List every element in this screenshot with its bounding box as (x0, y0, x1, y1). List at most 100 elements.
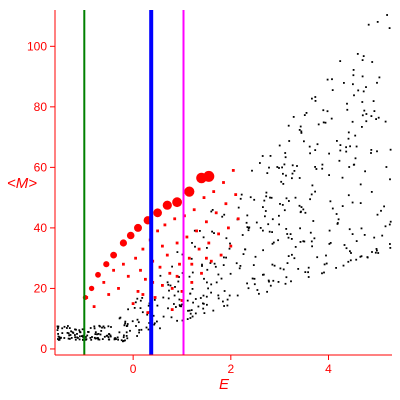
data-point (180, 299, 184, 302)
background-point (94, 333, 97, 335)
background-point (286, 233, 289, 235)
background-point (66, 327, 68, 329)
background-point (253, 277, 256, 280)
data-point (178, 262, 181, 266)
axes (54, 10, 392, 356)
background-point (339, 60, 342, 62)
background-point (201, 265, 203, 267)
background-point (305, 112, 308, 114)
background-point (262, 206, 264, 208)
background-point (298, 129, 301, 131)
data-point (103, 261, 110, 268)
background-point (223, 290, 226, 292)
background-point (93, 327, 96, 330)
background-point (329, 200, 332, 203)
data-point (227, 226, 230, 230)
background-point (362, 90, 365, 93)
background-point (205, 295, 208, 298)
background-point (370, 191, 373, 193)
background-point (287, 236, 290, 239)
background-point (291, 164, 294, 167)
background-point (186, 299, 189, 302)
background-point (74, 334, 76, 336)
background-point (289, 233, 292, 235)
background-point (268, 166, 270, 169)
background-point (372, 100, 375, 102)
background-point (343, 82, 345, 84)
background-point (284, 156, 287, 159)
background-point (330, 117, 333, 120)
background-point (349, 250, 351, 253)
background-point (206, 281, 208, 284)
background-point (262, 273, 265, 276)
data-point (165, 253, 169, 257)
data-point (202, 196, 206, 199)
background-point (351, 201, 354, 204)
background-point (125, 331, 128, 334)
background-point (109, 334, 112, 337)
background-point (178, 276, 180, 278)
background-point (192, 301, 194, 304)
background-point (361, 75, 364, 78)
background-point (98, 338, 101, 341)
background-point (359, 255, 362, 258)
background-point (294, 246, 297, 248)
background-point (321, 272, 323, 275)
background-point (244, 248, 247, 251)
background-point (269, 155, 272, 157)
data-point (85, 296, 89, 299)
background-point (373, 236, 376, 239)
background-point (206, 247, 208, 249)
data-point (197, 247, 201, 251)
background-point (360, 255, 363, 258)
background-point (162, 296, 165, 299)
background-point (351, 233, 354, 235)
data-point (117, 287, 120, 290)
background-point (81, 328, 84, 331)
background-point (285, 174, 287, 177)
background-point (191, 271, 194, 274)
background-point (381, 234, 384, 237)
background-point (264, 215, 266, 218)
background-point (191, 242, 193, 244)
data-point (134, 223, 142, 232)
background-point (341, 176, 344, 179)
data-point (173, 217, 177, 221)
background-point (124, 339, 126, 342)
background-point (56, 329, 59, 331)
background-point (110, 326, 112, 328)
background-point (384, 120, 387, 123)
background-point (176, 251, 179, 253)
background-point (347, 194, 350, 197)
background-point (376, 81, 378, 84)
data-point (110, 251, 117, 259)
background-point (365, 120, 368, 123)
data-point (190, 262, 194, 266)
x-axis-title: E (219, 376, 230, 393)
data-point (212, 190, 216, 193)
background-point (266, 290, 268, 293)
background-point (177, 280, 180, 283)
background-point (314, 190, 316, 193)
background-point (108, 338, 111, 341)
background-point (190, 257, 193, 260)
background-point (299, 241, 302, 243)
y-tick-label: 80 (34, 100, 48, 114)
background-point (317, 123, 320, 126)
background-point (191, 315, 194, 318)
background-point (87, 331, 89, 333)
background-point (213, 232, 215, 234)
background-point (281, 166, 283, 169)
background-point (101, 338, 104, 340)
background-point (312, 220, 315, 222)
background-point (311, 97, 313, 100)
background-point (103, 326, 106, 329)
background-point (339, 149, 342, 152)
background-point (282, 183, 285, 185)
background-point (272, 241, 275, 244)
background-point (348, 166, 351, 168)
background-point (359, 202, 362, 204)
background-point (247, 287, 250, 290)
